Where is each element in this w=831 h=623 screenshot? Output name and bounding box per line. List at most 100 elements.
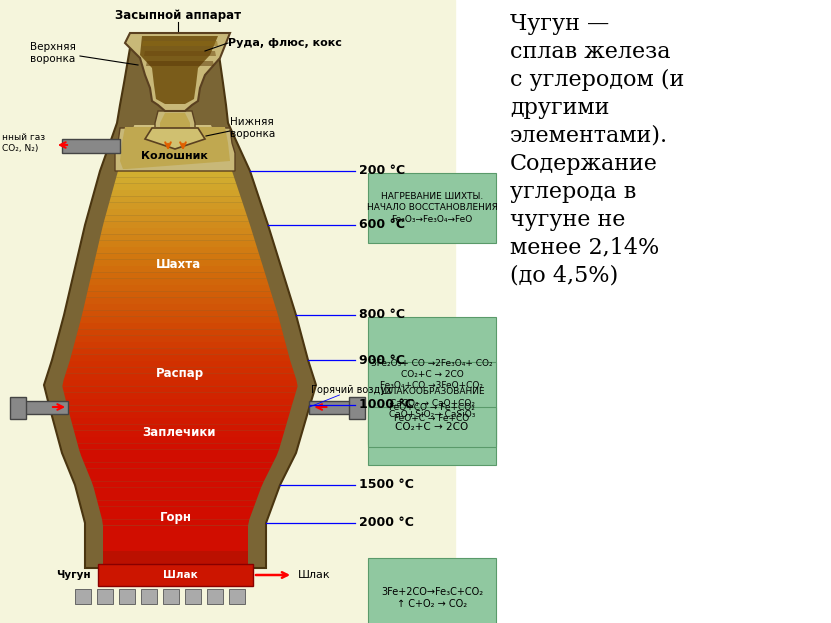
- Polygon shape: [144, 51, 216, 56]
- Bar: [10, 397, 26, 419]
- Polygon shape: [83, 304, 277, 310]
- Polygon shape: [87, 285, 271, 292]
- Text: 2000 °C: 2000 °C: [359, 516, 414, 530]
- Bar: [368, 173, 496, 243]
- Polygon shape: [109, 196, 243, 202]
- Polygon shape: [64, 374, 297, 380]
- Polygon shape: [145, 128, 205, 149]
- Polygon shape: [67, 361, 293, 368]
- Polygon shape: [86, 292, 273, 298]
- Polygon shape: [71, 348, 288, 354]
- Polygon shape: [97, 500, 256, 506]
- Polygon shape: [91, 272, 267, 278]
- Polygon shape: [89, 278, 268, 285]
- Text: Распар: Распар: [156, 366, 204, 379]
- Polygon shape: [103, 545, 248, 551]
- Text: 1000 °C: 1000 °C: [359, 399, 414, 412]
- Polygon shape: [84, 462, 273, 468]
- Polygon shape: [115, 178, 236, 184]
- Polygon shape: [93, 260, 263, 266]
- Text: Чугун —
сплав железа
с углеродом (и
другими
элементами).
Содержание
углерода в
ч: Чугун — сплав железа с углеродом (и друг…: [510, 13, 684, 287]
- Polygon shape: [80, 316, 280, 323]
- Polygon shape: [118, 163, 232, 171]
- Polygon shape: [102, 222, 251, 228]
- Polygon shape: [70, 354, 290, 361]
- Bar: [0, 0, 455, 623]
- Polygon shape: [120, 113, 230, 169]
- Polygon shape: [86, 468, 270, 475]
- Text: Руда, флюс, кокс: Руда, флюс, кокс: [228, 38, 342, 48]
- Text: 200 °C: 200 °C: [359, 164, 406, 178]
- Polygon shape: [73, 342, 287, 348]
- Bar: [455, 0, 831, 623]
- Polygon shape: [116, 171, 234, 178]
- Text: Заплечики: Заплечики: [142, 427, 216, 439]
- Bar: [62, 139, 120, 153]
- Bar: [368, 407, 496, 447]
- Text: НАГРЕВАНИЕ ШИХТЫ.
НАЧАЛО ВОССТАНОВЛЕНИЯ
Fe₂O₃→Fe₃O₄→FeO: НАГРЕВАНИЕ ШИХТЫ. НАЧАЛО ВОССТАНОВЛЕНИЯ …: [366, 193, 498, 224]
- Polygon shape: [95, 254, 261, 260]
- Text: Засыпной аппарат: Засыпной аппарат: [115, 9, 241, 22]
- Polygon shape: [77, 444, 281, 450]
- Polygon shape: [103, 538, 248, 545]
- Polygon shape: [66, 368, 294, 374]
- Text: Нижняя
воронка: Нижняя воронка: [230, 117, 275, 139]
- Polygon shape: [62, 380, 297, 386]
- Polygon shape: [76, 330, 283, 336]
- Bar: [368, 317, 496, 465]
- Polygon shape: [89, 475, 267, 482]
- Bar: [229, 589, 245, 604]
- Polygon shape: [104, 216, 249, 222]
- Polygon shape: [103, 551, 248, 568]
- Polygon shape: [96, 247, 258, 254]
- Bar: [20, 401, 68, 414]
- Text: 900 °C: 900 °C: [359, 353, 405, 366]
- Polygon shape: [92, 266, 265, 272]
- Text: 800 °C: 800 °C: [359, 308, 405, 321]
- Bar: [185, 589, 201, 604]
- Text: нный газ
CO₂, N₂): нный газ CO₂, N₂): [2, 133, 45, 153]
- Polygon shape: [94, 488, 261, 494]
- Polygon shape: [74, 430, 284, 437]
- Bar: [368, 558, 496, 623]
- Polygon shape: [91, 482, 263, 488]
- Polygon shape: [81, 310, 278, 316]
- Bar: [119, 589, 135, 604]
- Polygon shape: [71, 418, 288, 424]
- Polygon shape: [44, 48, 316, 568]
- Polygon shape: [125, 33, 230, 111]
- Polygon shape: [81, 456, 277, 462]
- Polygon shape: [64, 392, 296, 399]
- Polygon shape: [140, 36, 218, 104]
- Polygon shape: [100, 234, 255, 240]
- Polygon shape: [79, 450, 279, 456]
- Bar: [75, 589, 91, 604]
- Text: Колошник: Колошник: [141, 151, 208, 161]
- Text: Горячий воздух: Горячий воздух: [312, 385, 392, 395]
- Bar: [309, 401, 354, 414]
- Bar: [349, 397, 366, 419]
- Bar: [368, 362, 496, 444]
- Polygon shape: [99, 506, 254, 513]
- Text: 1500 °C: 1500 °C: [359, 478, 414, 492]
- Polygon shape: [107, 202, 244, 209]
- Text: 600 °C: 600 °C: [359, 219, 405, 232]
- Bar: [141, 589, 157, 604]
- Polygon shape: [62, 386, 297, 392]
- Bar: [98, 564, 253, 586]
- Polygon shape: [118, 125, 232, 171]
- Polygon shape: [69, 412, 290, 418]
- Text: Шлак: Шлак: [298, 570, 331, 580]
- Bar: [121, 145, 228, 167]
- Polygon shape: [75, 336, 285, 342]
- Text: Верхняя
воронка: Верхняя воронка: [30, 42, 76, 64]
- Polygon shape: [106, 209, 247, 216]
- Text: ШЛАКООБРАЗОВАНИЕ
CaCO₃ → CaO+CO₂
CaO+SiO₂→ CaSiO₃: ШЛАКООБРАЗОВАНИЕ CaCO₃ → CaO+CO₂ CaO+SiO…: [380, 388, 484, 419]
- Polygon shape: [98, 240, 257, 247]
- Polygon shape: [85, 298, 274, 304]
- Polygon shape: [76, 437, 283, 444]
- Polygon shape: [72, 424, 287, 430]
- Polygon shape: [142, 41, 218, 46]
- Polygon shape: [96, 494, 258, 500]
- Polygon shape: [113, 184, 238, 190]
